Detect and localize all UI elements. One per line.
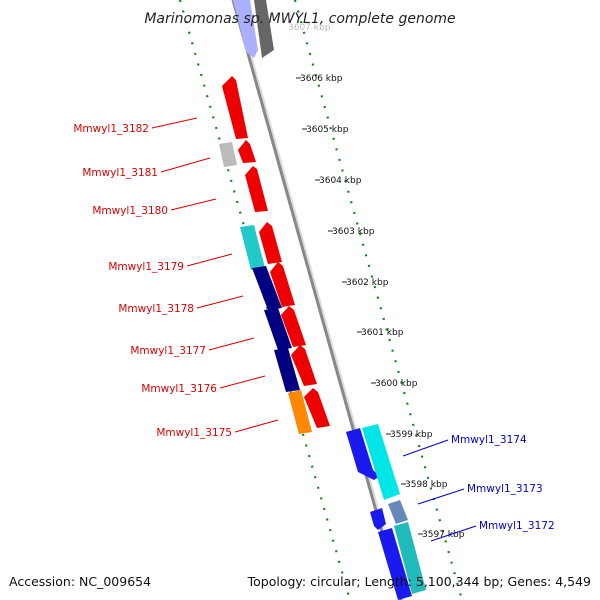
gene-label: Mmwyl1_3176 (141, 383, 217, 395)
gene-feature-top-blue (233, 0, 258, 58)
gene-feature-red (238, 140, 256, 163)
gene-feature-gray (219, 142, 237, 167)
backbone (231, 0, 403, 600)
scale-ticks: 3606 kbp 3605 kbp 3604 kbp 3603 kbp 3602 kbp… (296, 74, 465, 540)
tick-label: 3605 kbp (306, 125, 349, 135)
leader-line (208, 337, 255, 351)
tick-label: 3603 kbp (332, 227, 375, 237)
gene-feature-navy (264, 308, 292, 350)
leader-line (196, 295, 244, 309)
gene-feature-cyan (240, 225, 265, 270)
leader-line (160, 157, 211, 173)
gene-feature-red (281, 306, 306, 347)
gene-label: Mmwyl1_3180 (92, 205, 168, 217)
gene-feature-red (270, 262, 295, 307)
gene-feature-teal (394, 522, 426, 594)
accession-text: Accession: NC_009654 (9, 574, 151, 589)
gene-feature-red (259, 222, 282, 264)
gene-label: Mmwyl1_3175 (156, 427, 232, 439)
leader-line (170, 198, 217, 211)
gene-feature-red (245, 166, 268, 212)
gene-label: Mmwyl1_3178 (118, 303, 194, 315)
gene-feature-red (291, 345, 317, 386)
topology-text: Topology: circular; Length: 5,100,344 bp… (247, 574, 591, 589)
leader-line (234, 419, 279, 433)
leader-line (417, 488, 465, 505)
tick-label: 3599 kbp (390, 430, 433, 440)
gene-feature-orange (288, 390, 312, 434)
leader-line (402, 439, 449, 457)
tick-label: 3602 kbp (346, 278, 389, 288)
gene-label: Mmwyl1_3181 (82, 167, 158, 179)
tick-label: 3597 kbp (422, 530, 465, 540)
gene-feature-red (222, 76, 248, 139)
gene-feature-blue (370, 508, 386, 530)
gene-feature-blue (346, 428, 380, 480)
tick-label: 3604 kbp (319, 176, 362, 186)
tick-label-faded: 3607 kbp (288, 23, 331, 33)
gene-label: Mmwyl1_3174 (451, 434, 527, 446)
gene-feature-cyan (362, 424, 400, 500)
tick-label: 3601 kbp (361, 328, 404, 338)
leader-line (219, 375, 266, 389)
genome-title: Marinomonas sp. MWYL1, complete genome (144, 11, 455, 27)
leader-line (430, 525, 477, 542)
gene-feature-top-gray (254, 0, 274, 58)
reverse-strand-labels: Mmwyl1_3182 Mmwyl1_3181 Mmwyl1_3180 Mmwyl1_… (73, 117, 279, 439)
gene-label: Mmwyl1_3177 (130, 345, 206, 357)
gene-label: Mmwyl1_3173 (467, 483, 543, 495)
tick-label: 3600 kbp (375, 379, 418, 389)
gene-label: Mmwyl1_3172 (479, 520, 555, 532)
tick-label: 3598 kbp (405, 480, 448, 490)
gene-feature-blue (378, 528, 412, 600)
gene-label: Mmwyl1_3182 (73, 123, 149, 135)
leader-line (151, 117, 198, 129)
tick-label: 3606 kbp (300, 74, 343, 84)
leader-line (186, 253, 233, 267)
gene-feature-navy (252, 266, 282, 310)
gene-feature-red (304, 388, 330, 428)
forward-strand-labels: Mmwyl1_3174 Mmwyl1_3173 Mmwyl1_3172 (402, 434, 555, 542)
gene-feature-navy (274, 348, 300, 392)
gene-label: Mmwyl1_3179 (108, 261, 184, 273)
gene-feature-steel (388, 500, 408, 524)
